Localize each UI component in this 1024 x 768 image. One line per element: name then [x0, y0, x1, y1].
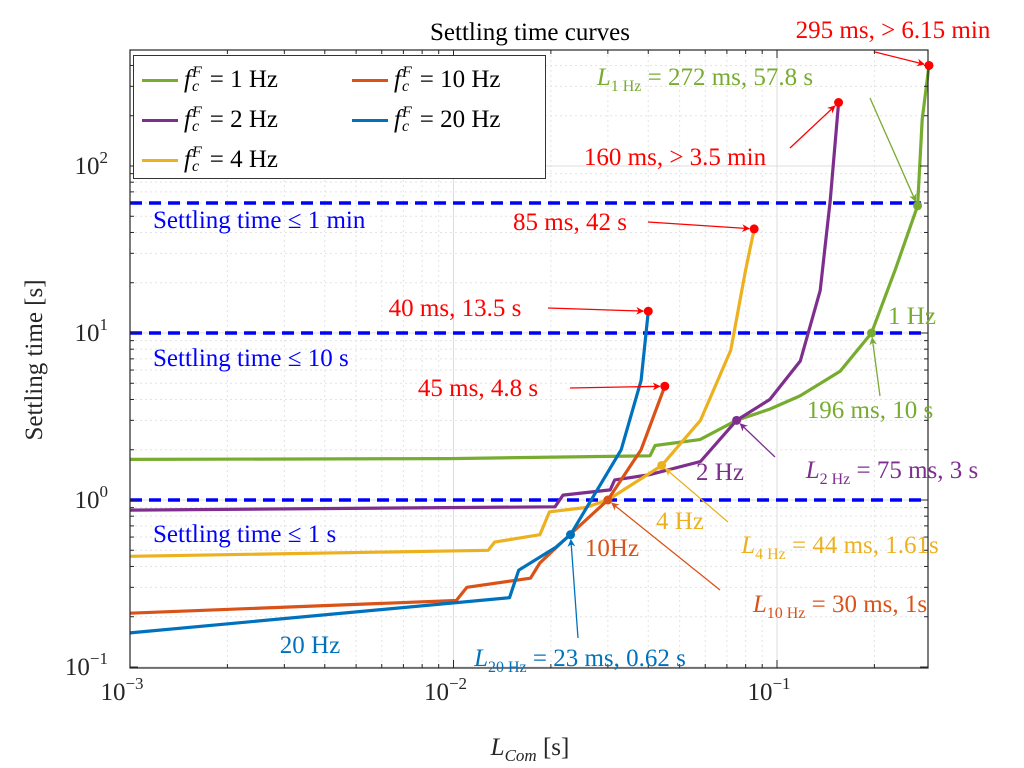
annotation-label: 45 ms, 4.8 s [418, 375, 538, 402]
annotation-label: 1 Hz [888, 303, 936, 330]
legend-swatch [142, 118, 178, 122]
y-tick-label: 101 [75, 315, 109, 347]
legend-label: = 20 Hz [419, 106, 501, 133]
threshold-label: Settling time ≤ 1 s [153, 521, 336, 548]
annotation-point [834, 98, 844, 108]
y-tick-label: 100 [75, 482, 109, 514]
annotation-label: 20 Hz [280, 632, 340, 659]
series-line [129, 385, 667, 615]
annotation-label: L1 Hz = 272 ms, 57.8 s [596, 64, 813, 95]
annotation-label: L10 Hz = 30 ms, 1s [752, 591, 927, 622]
annotation-label: L4 Hz = 44 ms, 1.61s [740, 532, 939, 563]
legend-swatch [352, 78, 388, 82]
annotation-label: 295 ms, > 6.15 min [796, 17, 991, 44]
annotation-arrow [647, 221, 750, 233]
annotation-point [924, 60, 934, 70]
annotation-point [913, 201, 923, 211]
annotation-arrow [789, 105, 836, 149]
annotation-arrow [547, 306, 645, 315]
chart-title: Settling time curves [430, 19, 630, 46]
legend-label: = 4 Hz [209, 146, 278, 173]
annotation-arrow [874, 51, 925, 67]
legend-swatch [352, 118, 388, 122]
annotation-point [867, 328, 877, 338]
annotations: 295 ms, > 6.15 min L1 Hz = 272 ms, 57.8 s… [280, 17, 991, 676]
annotation-point [566, 530, 576, 540]
annotation-label: 2 Hz [696, 459, 744, 486]
legend-label: = 10 Hz [419, 66, 501, 93]
annotation-label: 4 Hz [656, 508, 704, 535]
annotation-arrow [569, 382, 661, 391]
annotation-arrow [664, 468, 729, 523]
annotation-arrow [739, 423, 776, 458]
threshold-label: Settling time ≤ 1 min [153, 207, 366, 234]
annotation-label: L20 Hz = 23 ms, 0.62 s [473, 645, 686, 676]
annotation-point [603, 495, 613, 505]
x-tick-label: 10−3 [100, 674, 143, 706]
series-line [129, 102, 841, 512]
annotation-arrow [869, 337, 881, 397]
annotation-arrow [869, 97, 917, 202]
y-tick-label: 102 [75, 148, 109, 180]
y-axis-label: Settling time [s] [21, 279, 48, 440]
annotation-point [749, 224, 759, 234]
x-tick-label: 10−1 [747, 674, 790, 706]
legend-label: = 2 Hz [209, 106, 278, 133]
annotation-arrow [567, 538, 579, 639]
annotation-point [660, 381, 670, 391]
series-line [129, 65, 931, 461]
annotation-label: 160 ms, > 3.5 min [584, 144, 767, 171]
threshold-lines: Settling time ≤ 1 min Settling time ≤ 10 … [130, 201, 928, 548]
annotation-point [657, 460, 667, 470]
annotation-label: L2 Hz = 75 ms, 3 s [805, 457, 979, 488]
legend-label: = 1 Hz [209, 66, 278, 93]
annotation-point [732, 415, 742, 425]
x-tick-label: 10−2 [424, 674, 467, 706]
y-tick-label: 10−1 [65, 649, 108, 681]
annotation-label: 85 ms, 42 s [513, 209, 627, 236]
annotation-label: 196 ms, 10 s [807, 397, 933, 424]
legend-swatch [142, 158, 178, 162]
annotation-arrow [611, 502, 721, 591]
x-axis-label: LCom [s] [490, 734, 570, 765]
series-line [129, 311, 650, 635]
axis-ticks: 10−3 10−2 10−1 10−1 100 101 102 [65, 50, 928, 706]
annotation-point [643, 306, 653, 316]
threshold-label: Settling time ≤ 10 s [153, 345, 349, 372]
annotation-label: 10Hz [585, 535, 639, 562]
annotation-label: 40 ms, 13.5 s [389, 295, 522, 322]
legend-swatch [142, 78, 178, 82]
series-line [129, 228, 756, 558]
series-lines [129, 65, 931, 635]
